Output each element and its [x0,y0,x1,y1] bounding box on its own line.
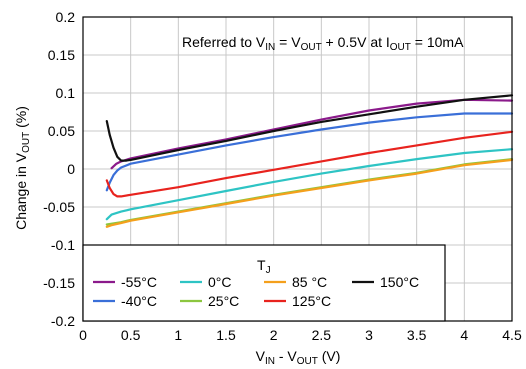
y-tick-label: -0.15 [43,275,75,291]
series-line [105,148,514,221]
legend-label: 0°C [208,274,232,290]
y-tick-label: 0.15 [48,47,75,63]
y-tick-label: 0.2 [56,9,76,25]
tick-labels: 0 0.5 1 1.5 2 2.5 3 3.5 4 4.5 0.2 0.15 0.1 0.05 0 -0.05… [43,9,522,343]
legend: TJ -55°C 0°C 85 °C 150°C -40°C 25°C 125°C [82,244,446,322]
chart-annotation: Referred to VIN = VOUT + 0.5V at IOUT = … [182,34,464,53]
x-tick-label: 2 [270,327,278,343]
series-line [105,112,514,192]
series-line [105,158,514,228]
y-tick-label: 0 [67,161,75,177]
series-line [110,98,514,170]
y-tick-label: -0.2 [51,313,75,329]
y-axis-title: Change in VOUT (%) [13,106,32,230]
x-tick-label: 0.5 [121,327,141,343]
y-tick-label: -0.05 [43,199,75,215]
y-tick-label: 0.05 [48,123,75,139]
legend-label: 125°C [292,293,331,309]
series-layer [105,94,514,228]
x-tick-label: 2.5 [312,327,332,343]
y-tick-label: -0.1 [51,237,75,253]
legend-label: -55°C [121,274,157,290]
legend-label: -40°C [121,293,157,309]
legend-label: 25°C [208,293,239,309]
x-axis-title: VIN - VOUT (V) [256,348,341,367]
x-tick-label: 4.5 [502,327,522,343]
x-tick-label: 3 [365,327,373,343]
x-tick-label: 1 [174,327,182,343]
x-tick-label: 3.5 [407,327,427,343]
series-line [105,94,514,162]
legend-label: 150°C [380,274,419,290]
legend-title: TJ [257,257,271,276]
x-tick-label: 1.5 [216,327,236,343]
legend-label: 85 °C [292,274,327,290]
legend-items: -55°C 0°C 85 °C 150°C -40°C 25°C 125°C [93,274,419,309]
x-tick-label: 4 [460,327,468,343]
y-tick-label: 0.1 [56,85,76,101]
x-tick-label: 0 [79,327,87,343]
series-line [105,130,514,198]
